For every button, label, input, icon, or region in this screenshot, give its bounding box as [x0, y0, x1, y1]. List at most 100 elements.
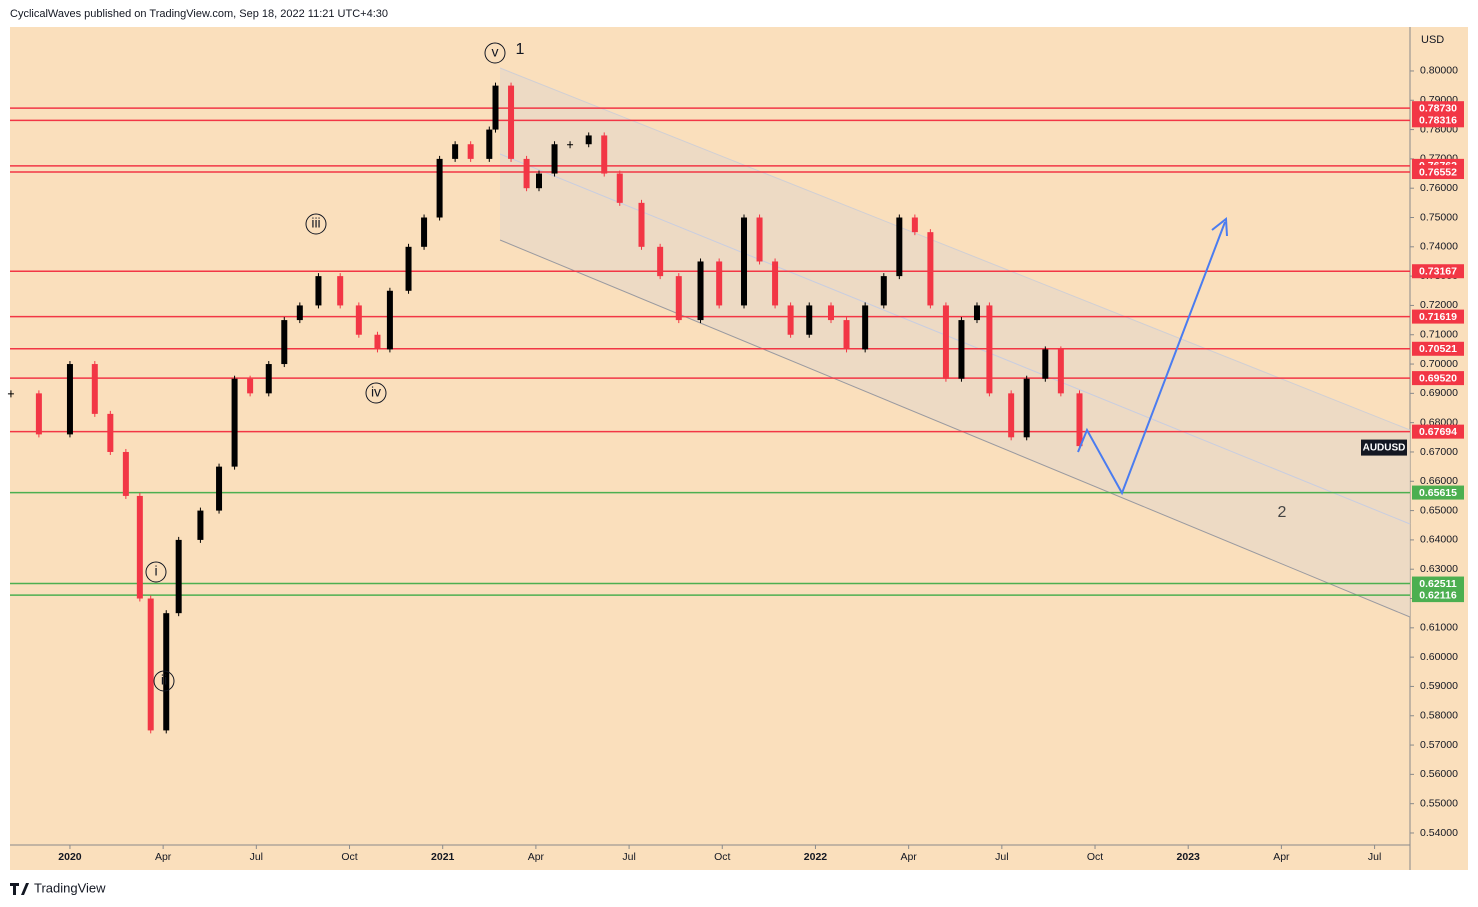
level-label-box — [1412, 264, 1464, 279]
y-tick-label: 0.72000 — [1420, 299, 1458, 311]
channel-mid — [499, 153, 1411, 525]
y-tick-label: 0.67000 — [1420, 446, 1458, 458]
channel-bottom — [499, 239, 1411, 618]
wave-label: v — [492, 44, 499, 60]
candle — [147, 598, 154, 731]
x-tick-label: Jul — [250, 851, 263, 863]
candle — [492, 85, 499, 130]
level-label-box — [1412, 309, 1464, 324]
candle — [35, 393, 42, 435]
wave-label: ii — [161, 672, 167, 688]
candle — [1042, 349, 1049, 379]
candle — [973, 305, 980, 321]
x-tick-label: Apr — [155, 851, 172, 863]
footer-brand: TradingView — [34, 880, 106, 895]
candle — [452, 144, 459, 159]
candle — [265, 364, 272, 394]
projection-path — [1077, 221, 1226, 496]
level-label-box — [1412, 576, 1464, 591]
candle — [136, 495, 143, 599]
candle — [436, 158, 443, 218]
y-tick-label: 0.71000 — [1420, 329, 1458, 341]
wave-circle — [305, 213, 327, 235]
candle — [91, 364, 98, 414]
candle — [216, 466, 223, 511]
candle — [315, 276, 322, 306]
candle — [638, 202, 645, 247]
projection-arrowhead — [1211, 217, 1228, 237]
candle — [281, 320, 288, 365]
x-tick-label: Jul — [1368, 851, 1381, 863]
level-label: 0.62116 — [1419, 589, 1457, 601]
candle — [942, 305, 949, 379]
x-tick-label: Oct — [341, 851, 357, 863]
candle — [716, 261, 723, 306]
y-tick-label: 0.61000 — [1420, 622, 1458, 634]
candle — [1057, 349, 1064, 394]
wave-circle — [484, 42, 506, 64]
candle — [616, 173, 623, 203]
level-label: 0.71619 — [1419, 311, 1457, 323]
channel-top — [499, 67, 1411, 431]
candle — [296, 305, 303, 321]
wave-label: i — [154, 563, 157, 579]
y-tick-label: 0.55000 — [1420, 797, 1458, 809]
y-tick-label: 0.56000 — [1420, 768, 1458, 780]
candle — [163, 613, 170, 731]
candle — [508, 85, 515, 159]
x-tick-label: Apr — [1273, 851, 1290, 863]
candle — [756, 217, 763, 262]
candle — [66, 364, 73, 435]
candle — [911, 217, 918, 233]
candle — [896, 217, 903, 277]
candle — [467, 144, 474, 159]
y-tick-label: 0.60000 — [1420, 651, 1458, 663]
x-tick-label: Apr — [900, 851, 917, 863]
symbol-tag: AUDUSD — [1363, 443, 1406, 454]
level-label: 0.69520 — [1419, 372, 1457, 384]
level-label: 0.70521 — [1419, 343, 1457, 355]
level-label: 0.65615 — [1419, 487, 1457, 499]
wave-label: 2 — [1278, 504, 1287, 521]
level-label-box — [1412, 424, 1464, 439]
candle — [337, 276, 344, 306]
wave-circle — [365, 382, 387, 404]
wave-circle — [153, 670, 175, 692]
y-tick-label: 0.80000 — [1420, 65, 1458, 77]
level-label-box — [1412, 588, 1464, 603]
wave-circle — [145, 561, 167, 583]
level-label: 0.78316 — [1419, 115, 1457, 127]
level-label-box — [1412, 341, 1464, 356]
candle — [1023, 378, 1030, 438]
y-axis-label: USD — [1421, 34, 1444, 46]
candle — [880, 276, 887, 306]
x-tick-label: 2023 — [1177, 851, 1201, 863]
candle — [601, 135, 608, 174]
candle — [486, 129, 493, 159]
candle — [122, 451, 129, 496]
candle — [585, 135, 592, 145]
wave-label: 1 — [516, 41, 525, 58]
x-tick-label: Jul — [622, 851, 635, 863]
candle — [374, 334, 381, 350]
candle — [827, 305, 834, 321]
marks — [7, 70, 1414, 849]
candle — [806, 305, 813, 335]
footer-logo — [10, 883, 29, 895]
y-tick-label: 0.65000 — [1420, 504, 1458, 516]
candle — [386, 290, 393, 350]
wave-label: iv — [371, 384, 381, 400]
candle — [7, 393, 14, 395]
y-tick-label: 0.69000 — [1420, 387, 1458, 399]
candle — [657, 246, 664, 277]
candle — [231, 378, 238, 467]
candle — [197, 510, 204, 540]
candle — [697, 261, 704, 321]
y-tick-label: 0.74000 — [1420, 241, 1458, 253]
candle — [1076, 393, 1083, 447]
candle — [535, 173, 542, 189]
x-tick-label: 2020 — [58, 851, 82, 863]
y-tick-label: 0.70000 — [1420, 358, 1458, 370]
candle — [843, 320, 850, 350]
